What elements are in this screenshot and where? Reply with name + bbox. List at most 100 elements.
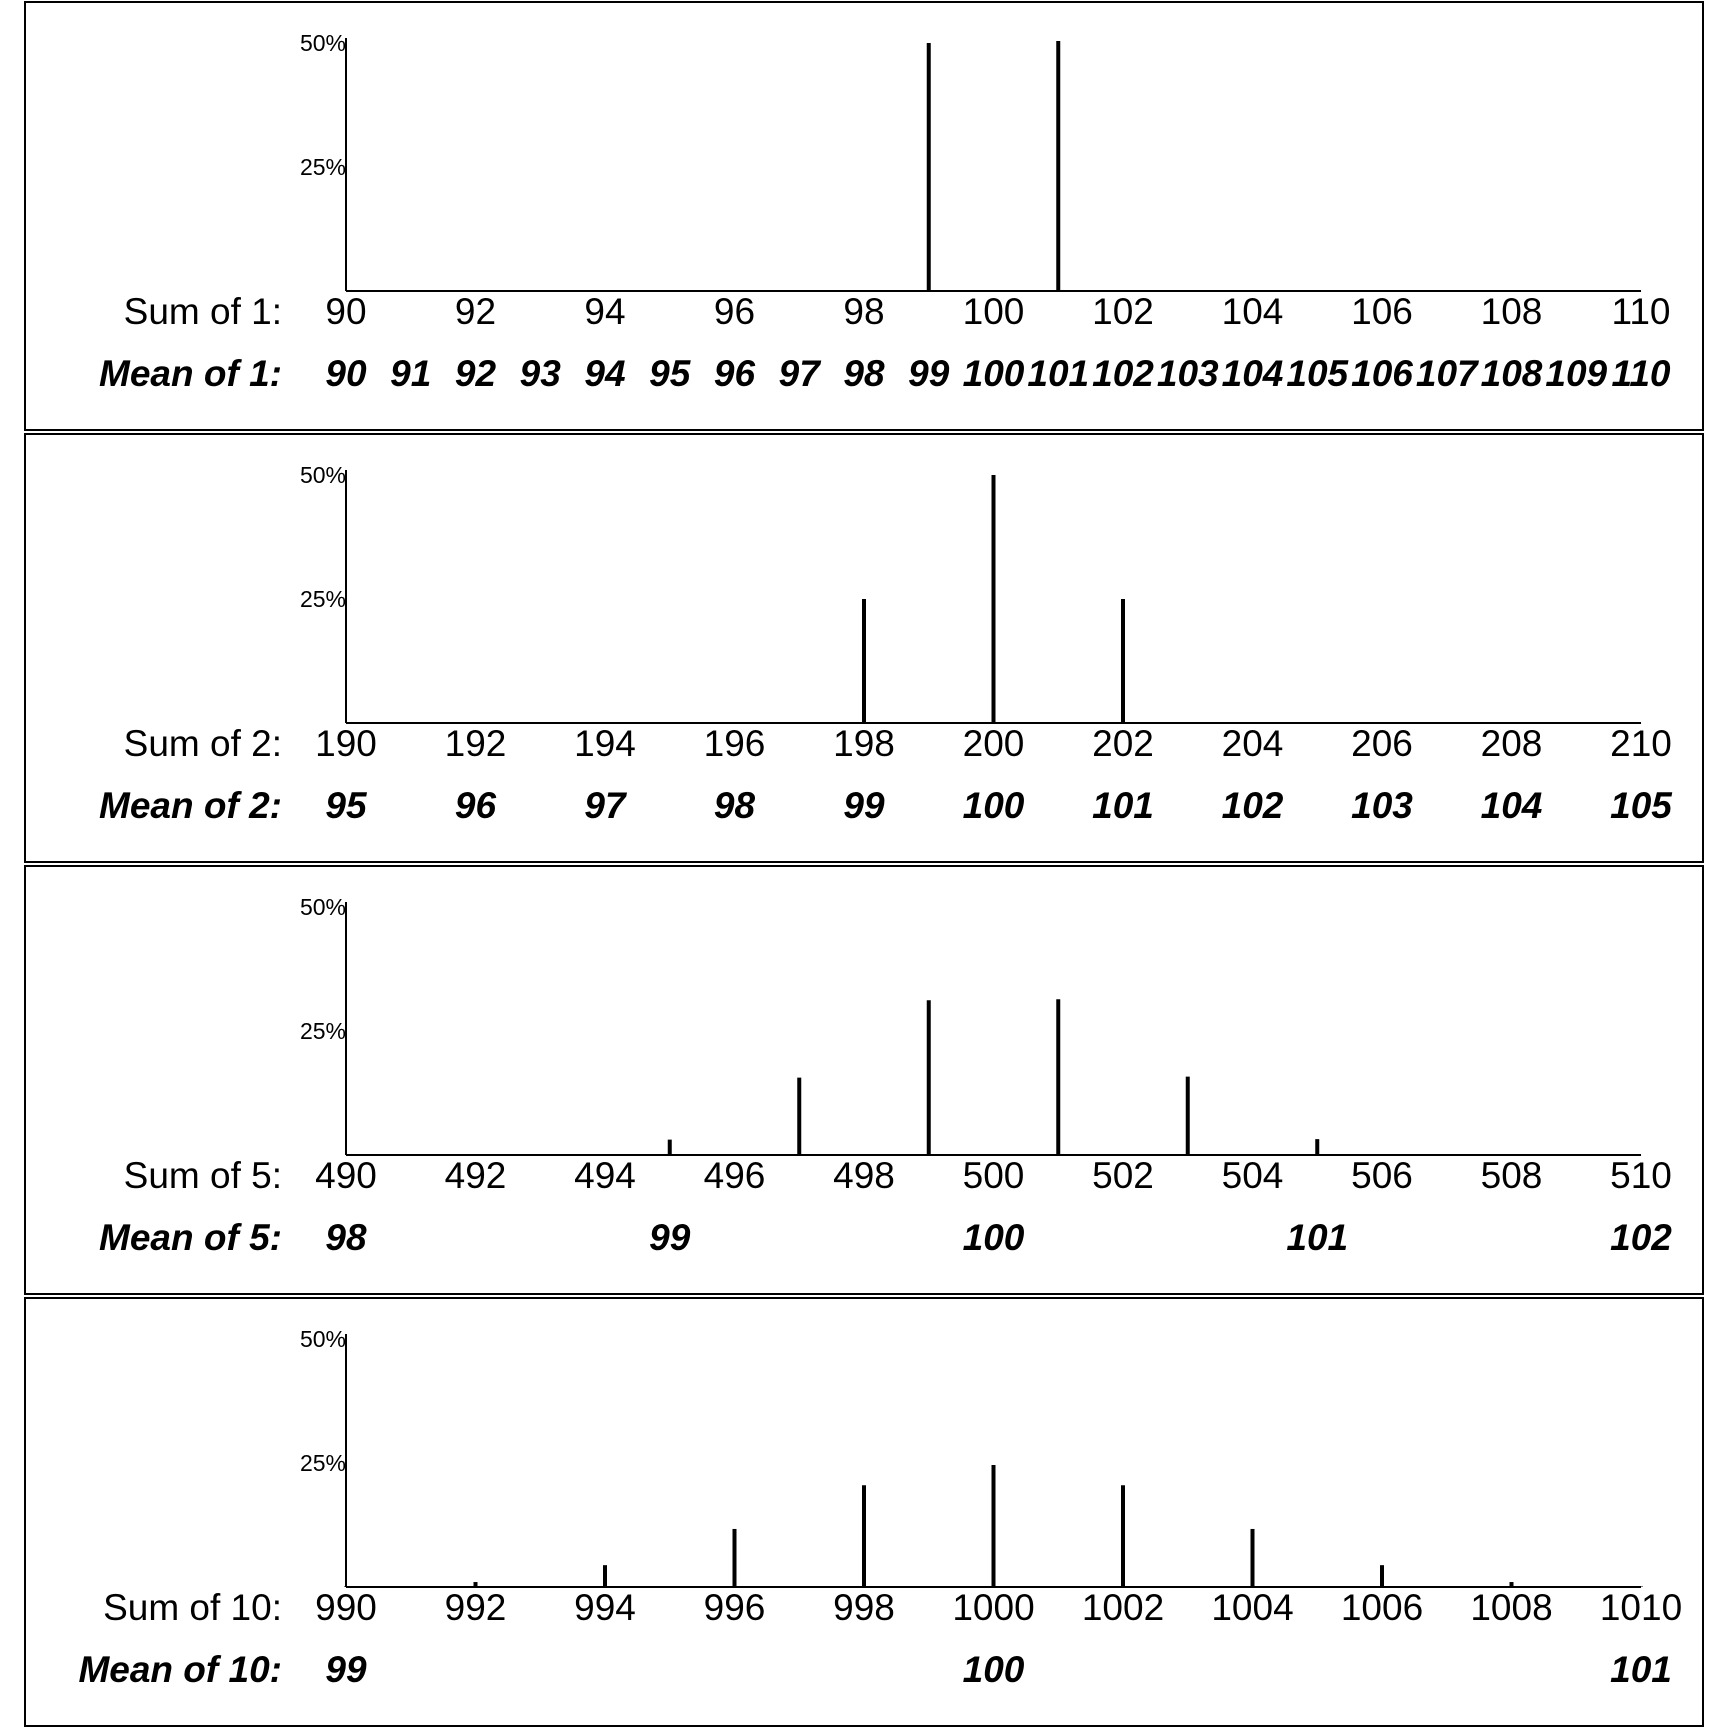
mean-tick-label: 107: [1416, 353, 1480, 394]
y-tick-label: 50%: [300, 1326, 346, 1352]
mean-tick-label: 97: [779, 353, 823, 394]
sum-tick-label: 994: [574, 1587, 636, 1628]
panel-sum-of-10: 50% 25% Sum of 10: Mean of 10: 990 992 994 996 9…: [24, 1297, 1704, 1727]
sum-tick-label: 200: [963, 723, 1025, 764]
sum-tick-label: 1004: [1211, 1587, 1293, 1628]
mean-tick-label: 97: [584, 785, 628, 826]
mean-tick-label: 101: [1610, 1649, 1672, 1690]
mean-tick-label: 105: [1610, 785, 1673, 826]
mean-tick-label: 94: [584, 353, 625, 394]
mean-tick-label: 95: [325, 785, 368, 826]
sum-tick-label: 104: [1222, 291, 1284, 332]
sum-tick-label: 998: [833, 1587, 895, 1628]
sum-tick-label: 496: [704, 1155, 766, 1196]
sum-tick-label: 106: [1351, 291, 1413, 332]
mean-tick-label: 101: [1286, 1217, 1348, 1258]
sum-tick-label: 1008: [1470, 1587, 1552, 1628]
sum-tick-label: 506: [1351, 1155, 1413, 1196]
mean-tick-label: 91: [390, 353, 431, 394]
mean-tick-label: 100: [963, 1217, 1025, 1258]
mean-tick-label: 100: [963, 785, 1025, 826]
sum-tick-label: 100: [963, 291, 1025, 332]
panel-frame: [24, 865, 1704, 1295]
sum-row-label: Sum of 5:: [124, 1155, 282, 1196]
mean-tick-label: 104: [1222, 353, 1284, 394]
sum-tick-label: 494: [574, 1155, 636, 1196]
mean-tick-label: 100: [963, 353, 1025, 394]
mean-tick-label: 95: [649, 353, 692, 394]
mean-tick-label: 100: [963, 1649, 1025, 1690]
y-tick-label: 50%: [300, 462, 346, 488]
sum-tick-label: 210: [1610, 723, 1672, 764]
sum-row-label: Sum of 2:: [124, 723, 282, 764]
panel-sum-of-2: 50% 25% Sum of 2: Mean of 2: 190 192 194 196 198…: [24, 433, 1704, 863]
sum-tick-label: 94: [584, 291, 625, 332]
y-tick-label: 25%: [300, 1450, 346, 1476]
mean-tick-label: 93: [520, 353, 562, 394]
sum-tick-label: 110: [1612, 291, 1671, 332]
mean-tick-label: 108: [1481, 353, 1543, 394]
mean-tick-label: 103: [1157, 353, 1219, 394]
panel-sum-of-5: 50% 25% Sum of 5: Mean of 5: 490 492 494 496 498…: [24, 865, 1704, 1295]
panel-frame: [24, 1297, 1704, 1727]
mean-tick-label: 102: [1092, 353, 1154, 394]
mean-tick-label: 90: [325, 353, 367, 394]
mean-tick-label: 99: [908, 353, 950, 394]
sum-tick-label: 98: [843, 291, 884, 332]
sum-tick-label: 192: [445, 723, 507, 764]
sum-tick-label: 90: [325, 291, 366, 332]
sum-tick-label: 498: [833, 1155, 895, 1196]
y-tick-label: 50%: [300, 30, 346, 56]
mean-tick-label: 110: [1612, 353, 1671, 394]
mean-tick-label: 98: [325, 1217, 367, 1258]
mean-tick-label: 99: [649, 1217, 691, 1258]
sum-row-label: Sum of 1:: [124, 291, 282, 332]
mean-row-label: Mean of 2:: [99, 785, 282, 826]
sum-tick-label: 1000: [952, 1587, 1034, 1628]
sum-tick-label: 490: [315, 1155, 377, 1196]
sum-tick-label: 508: [1481, 1155, 1543, 1196]
sum-tick-label: 204: [1222, 723, 1284, 764]
sum-tick-label: 992: [445, 1587, 507, 1628]
sum-tick-label: 102: [1092, 291, 1154, 332]
sum-tick-label: 198: [833, 723, 895, 764]
mean-tick-label: 96: [455, 785, 497, 826]
mean-tick-label: 99: [325, 1649, 367, 1690]
mean-tick-label: 102: [1222, 785, 1284, 826]
mean-tick-label: 98: [843, 353, 885, 394]
mean-tick-label: 99: [843, 785, 885, 826]
panel-frame: [24, 433, 1704, 863]
mean-tick-label: 105: [1286, 353, 1349, 394]
y-tick-label: 25%: [300, 1018, 346, 1044]
mean-tick-label: 101: [1092, 785, 1154, 826]
mean-tick-label: 92: [455, 353, 497, 394]
mean-tick-label: 104: [1481, 785, 1543, 826]
sum-tick-label: 96: [714, 291, 755, 332]
mean-tick-label: 109: [1545, 353, 1607, 394]
sum-row-label: Sum of 10:: [103, 1587, 282, 1628]
sum-tick-label: 208: [1481, 723, 1543, 764]
mean-tick-label: 96: [714, 353, 756, 394]
sum-tick-label: 108: [1481, 291, 1543, 332]
mean-tick-label: 98: [714, 785, 756, 826]
y-tick-label: 25%: [300, 586, 346, 612]
mean-row-label: Mean of 10:: [78, 1649, 282, 1690]
sum-tick-label: 492: [445, 1155, 507, 1196]
sum-tick-label: 202: [1092, 723, 1154, 764]
sum-tick-label: 504: [1222, 1155, 1284, 1196]
sum-tick-label: 1006: [1341, 1587, 1423, 1628]
sum-tick-label: 502: [1092, 1155, 1154, 1196]
y-tick-label: 50%: [300, 894, 346, 920]
sum-tick-label: 190: [315, 723, 377, 764]
mean-tick-label: 102: [1610, 1217, 1672, 1258]
mean-tick-label: 103: [1351, 785, 1413, 826]
mean-row-label: Mean of 5:: [99, 1217, 282, 1258]
sum-tick-label: 92: [455, 291, 496, 332]
panel-frame: [24, 1, 1704, 431]
panel-sum-of-1: 50%25%Sum of 1:Mean of 1:90 92 94 96 98 100 10…: [24, 1, 1704, 431]
sum-tick-label: 1010: [1600, 1587, 1682, 1628]
mean-row-label: Mean of 1:: [99, 353, 282, 394]
sum-tick-label: 996: [704, 1587, 766, 1628]
mean-tick-label: 106: [1351, 353, 1413, 394]
sum-tick-label: 196: [704, 723, 766, 764]
